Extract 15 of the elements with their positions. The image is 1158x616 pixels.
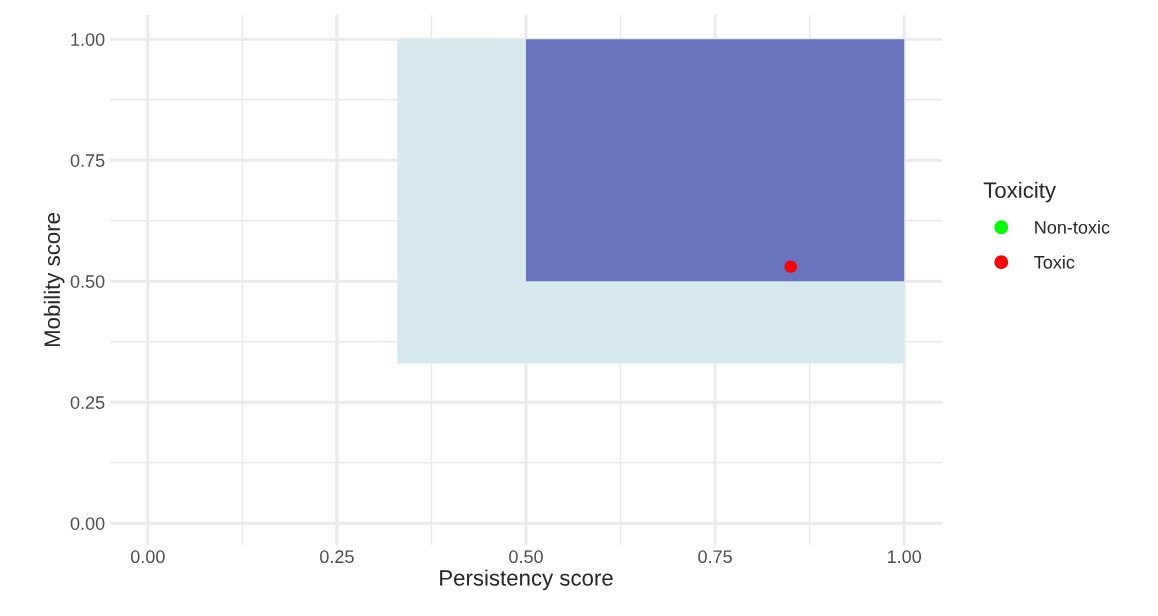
x-axis-title: Persistency score bbox=[440, 569, 613, 591]
y-axis-title: Mobility score bbox=[43, 213, 65, 347]
x-tick-label: 1.00 bbox=[887, 550, 922, 564]
x-tick-label: 0.75 bbox=[698, 550, 732, 564]
y-tick-label: 0.75 bbox=[70, 154, 105, 167]
x-tick-label: 0.00 bbox=[130, 550, 165, 564]
y-tick-label: 0.50 bbox=[70, 275, 105, 288]
x-tick-label: 0.25 bbox=[320, 550, 354, 564]
x-tick-label: 0.50 bbox=[509, 550, 543, 564]
y-tick-label: 0.00 bbox=[70, 517, 105, 530]
legend-title: Toxicity bbox=[983, 181, 1057, 203]
y-tick-label: 0.25 bbox=[70, 396, 105, 409]
legend-label: Toxic bbox=[1034, 255, 1075, 269]
y-tick-label: 1.00 bbox=[71, 33, 105, 46]
legend-label: Non-toxic bbox=[1035, 220, 1110, 234]
